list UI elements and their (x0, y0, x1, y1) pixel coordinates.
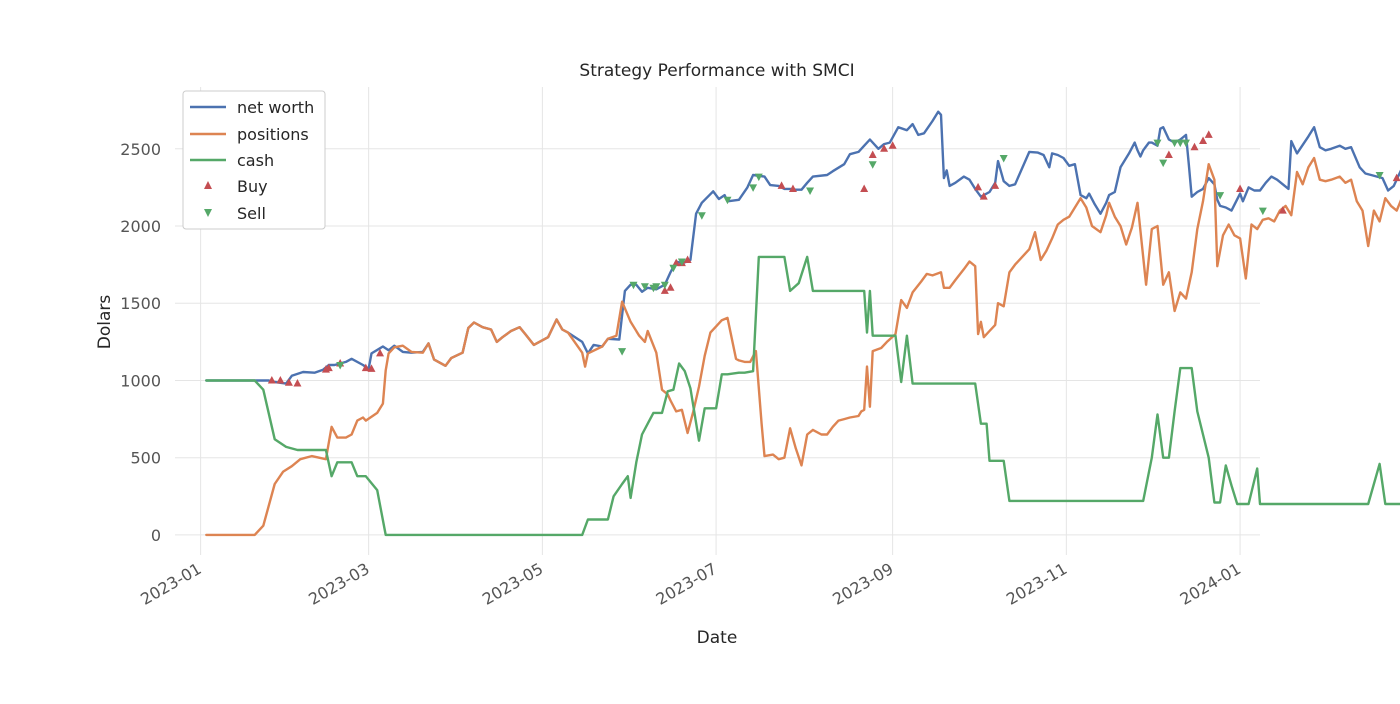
buy-marker (1392, 173, 1400, 182)
legend-label-sell: Sell (237, 204, 266, 223)
buy-marker (1199, 136, 1208, 145)
buy-marker (666, 283, 675, 291)
plot-background (175, 87, 1260, 555)
sell-marker (660, 281, 669, 290)
x-tick-label: 2023-11 (1003, 559, 1070, 609)
buy-marker (1204, 130, 1213, 138)
legend-swatch-sell (204, 209, 212, 217)
marker-layer (267, 130, 1400, 387)
buy-marker (860, 184, 869, 192)
sell-marker (806, 187, 815, 195)
buy-marker (293, 379, 302, 387)
sell-marker (754, 173, 763, 182)
sell-marker (669, 264, 678, 273)
y-tick-label: 0 (151, 526, 161, 545)
legend-label-buy: Buy (237, 177, 268, 196)
legend-label-net-worth: net worth (237, 98, 314, 117)
buy-marker (672, 258, 681, 267)
buy-marker (868, 150, 877, 158)
sell-marker (1153, 139, 1162, 148)
series-layer (205, 110, 1400, 537)
series-line-positions (205, 156, 1400, 537)
buy-marker (777, 181, 786, 189)
x-tick-label: 2023-07 (653, 559, 720, 609)
x-axis-label: Date (697, 628, 738, 648)
sell-marker (677, 258, 686, 267)
buy-marker (880, 144, 889, 152)
y-tick-label: 1000 (120, 371, 161, 390)
sell-marker (336, 362, 345, 370)
buy-marker (1164, 150, 1173, 158)
buy-marker (376, 348, 385, 357)
buy-marker (974, 182, 983, 191)
sell-marker (629, 281, 638, 290)
sell-marker (652, 283, 661, 291)
sell-marker (1258, 207, 1267, 216)
legend-label-cash: cash (237, 151, 274, 170)
buy-marker (284, 378, 293, 386)
buy-marker (276, 375, 285, 384)
buy-marker (788, 184, 797, 192)
x-tick-label: 2023-01 (137, 559, 204, 609)
buy-marker (979, 192, 988, 200)
buy-marker (683, 255, 692, 263)
sell-marker (1216, 192, 1225, 200)
legend-box (182, 90, 326, 230)
grid-layer (175, 87, 1260, 555)
series-line-cash (205, 255, 1400, 537)
buy-marker (660, 286, 669, 294)
legend-label-positions: positions (237, 125, 309, 144)
sell-marker (723, 196, 732, 205)
buy-marker (1236, 184, 1245, 192)
buy-marker (324, 363, 333, 372)
buy-marker (888, 141, 897, 149)
buy-marker (991, 181, 1000, 189)
sell-marker (749, 184, 758, 192)
y-tick-label: 2000 (120, 217, 161, 236)
x-tick-label: 2023-09 (829, 559, 896, 609)
sell-marker (999, 155, 1008, 163)
chart-title: Strategy Performance with SMCI (579, 61, 854, 81)
y-axis-label: Dolars (95, 295, 115, 350)
legend-swatch-buy (204, 181, 212, 189)
x-tick-label: 2024-01 (1177, 559, 1244, 609)
sell-marker (1176, 139, 1185, 148)
buy-marker (1278, 206, 1287, 214)
buy-marker (1190, 142, 1199, 151)
sell-marker (868, 161, 877, 169)
sell-marker (640, 283, 649, 291)
buy-marker (367, 364, 376, 372)
sell-marker (1170, 139, 1179, 148)
sell-marker (1375, 172, 1384, 180)
buy-marker (361, 363, 370, 372)
y-tick-label: 2500 (120, 140, 161, 159)
x-tick-label: 2023-03 (305, 559, 372, 609)
legend: net worth positions cash Buy Sell (182, 90, 326, 230)
sell-marker (1181, 139, 1190, 148)
x-tick-label: 2023-05 (479, 559, 546, 609)
sell-marker (697, 212, 706, 220)
sell-marker (618, 348, 627, 356)
y-tick-label: 1500 (120, 294, 161, 313)
sell-marker (1159, 159, 1168, 168)
buy-marker (267, 375, 276, 384)
y-tick-label: 500 (130, 449, 161, 468)
